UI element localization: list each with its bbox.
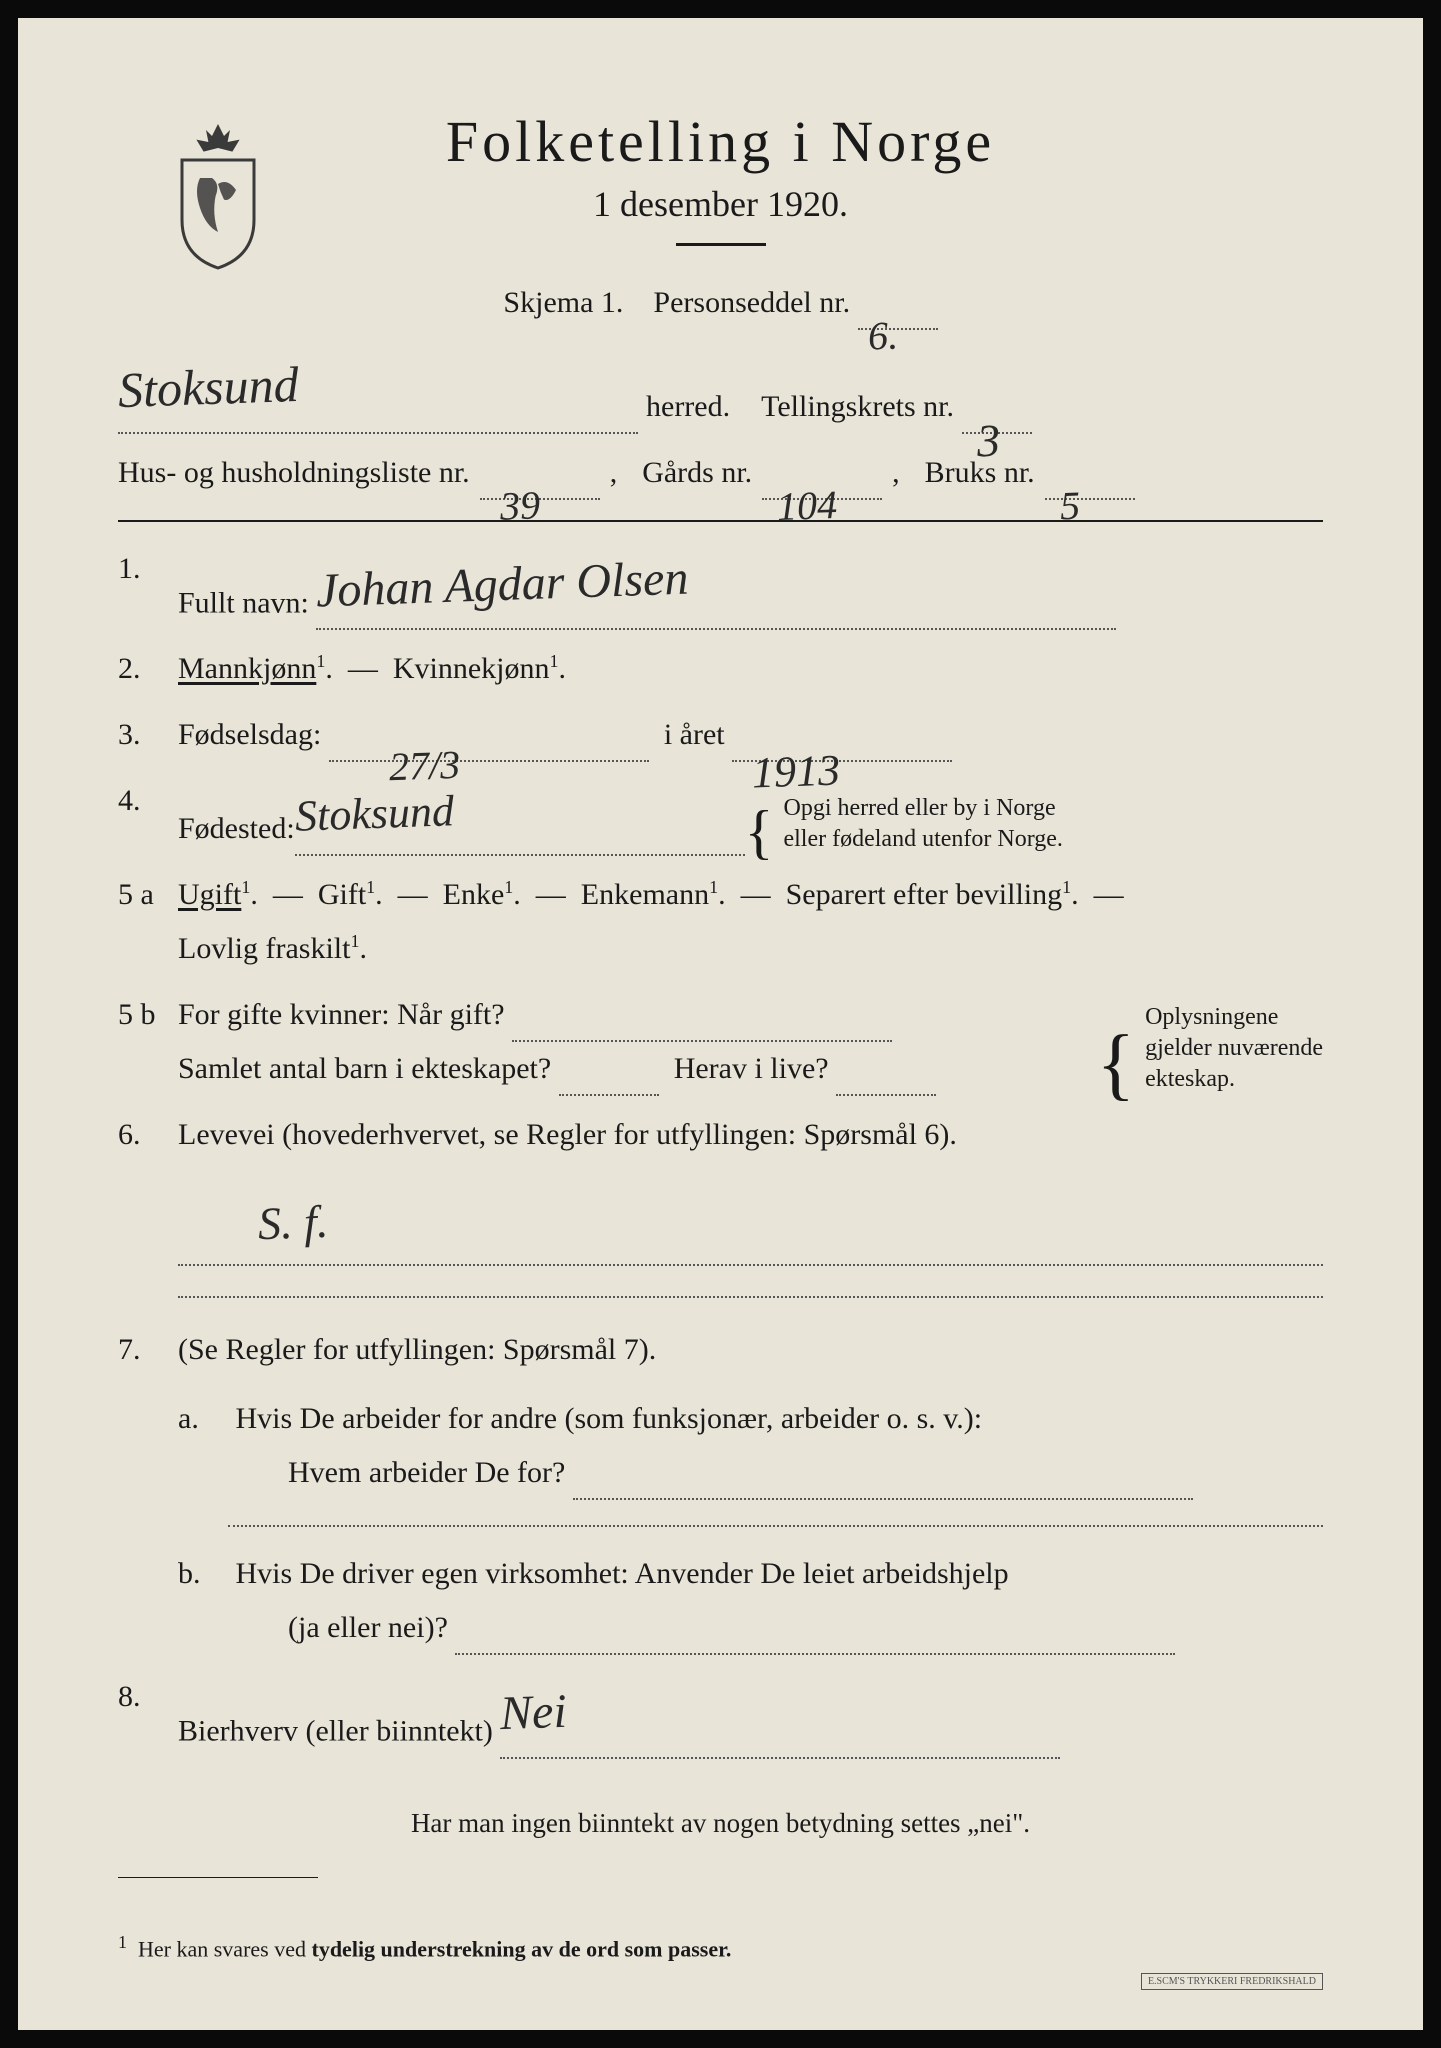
subtitle: 1 desember 1920. — [118, 183, 1323, 225]
q7b-label2: (ja eller nei)? — [288, 1611, 448, 1644]
bottom-note: Har man ingen biinntekt av nogen betydni… — [411, 1808, 1030, 1838]
personseddel-label: Personseddel nr. — [653, 286, 850, 319]
printer-stamp: E.SCM'S TRYKKERI FREDRIKSHALD — [1141, 1973, 1323, 1990]
q5b-label1: For gifte kvinner: Når gift? — [178, 998, 505, 1031]
q5b-label2: Samlet antal barn i ekteskapet? — [178, 1052, 551, 1085]
q6-num: 6. — [118, 1108, 178, 1162]
q1-num: 1. — [118, 542, 178, 596]
q7a-label1: Hvis De arbeider for andre (som funksjon… — [236, 1402, 983, 1435]
form-body: Skjema 1. Personseddel nr. 6. Stoksund h… — [118, 276, 1323, 1969]
q2-row: 2. Mannkjønn1. — Kvinnekjønn1. — [118, 642, 1323, 696]
q7-num: 7. — [118, 1323, 178, 1377]
hus-row: Hus- og husholdningsliste nr. 39 , Gårds… — [118, 446, 1323, 500]
q4-label: Fødested: — [178, 802, 295, 856]
q2-mann: Mannkjønn — [178, 652, 316, 685]
q7a-label2: Hvem arbeider De for? — [288, 1456, 565, 1489]
separator-1 — [118, 520, 1323, 522]
hus-value: 39 — [498, 469, 540, 542]
q8-row: 8. Bierhverv (eller biinntekt) Nei — [118, 1670, 1323, 1758]
bruks-label: Bruks nr. — [925, 446, 1035, 500]
gards-value: 104 — [776, 469, 838, 543]
coat-of-arms-icon — [158, 118, 278, 268]
herred-row: Stoksund herred. Tellingskrets nr. 3 — [118, 342, 1323, 434]
q5a-separert: Separert efter bevilling — [786, 878, 1063, 911]
tellingskrets-label: Tellingskrets nr. — [761, 380, 954, 434]
q7a-num: a. — [178, 1392, 228, 1446]
q8-num: 8. — [118, 1670, 178, 1724]
header: Folketelling i Norge 1 desember 1920. — [118, 108, 1323, 246]
q1-value: Johan Agdar Olsen — [315, 536, 690, 635]
q4-row: 4. Fødested: Stoksund { Opgi herred elle… — [118, 774, 1323, 855]
q7a-row: a. Hvis De arbeider for andre (som funks… — [118, 1392, 1323, 1527]
divider — [676, 243, 766, 246]
gards-label: Gårds nr. — [642, 446, 752, 500]
main-title: Folketelling i Norge — [118, 108, 1323, 175]
q6-label: Levevei (hovederhvervet, se Regler for u… — [178, 1118, 957, 1151]
q5a-row: 5 a Ugift1. — Gift1. — Enke1. — Enkemann… — [118, 868, 1323, 976]
q2-kvinne: Kvinnekjønn — [393, 652, 550, 685]
q3-num: 3. — [118, 708, 178, 762]
q3-year-label: i året — [664, 718, 725, 751]
census-form-page: Folketelling i Norge 1 desember 1920. Sk… — [0, 0, 1441, 2048]
q4-value: Stoksund — [293, 772, 455, 857]
q5a-gift: Gift — [318, 878, 366, 911]
q2-num: 2. — [118, 642, 178, 696]
q7b-num: b. — [178, 1547, 228, 1601]
q3-label: Fødselsdag: — [178, 718, 321, 751]
q8-value: Nei — [499, 1669, 569, 1758]
herred-value: Stoksund — [116, 339, 300, 435]
q6-row: 6. Levevei (hovederhvervet, se Regler fo… — [118, 1108, 1323, 1299]
q7-row: 7. (Se Regler for utfyllingen: Spørsmål … — [118, 1323, 1323, 1377]
footnote-text: Her kan svares ved tydelig understreknin… — [138, 1937, 731, 1962]
skjema-label: Skjema 1. — [503, 286, 623, 319]
q5b-row: 5 b For gifte kvinner: Når gift? Samlet … — [118, 988, 1323, 1096]
q5a-fraskilt: Lovlig fraskilt — [178, 932, 350, 965]
q5b-note: Oplysningene gjelder nuværende ekteskap. — [1145, 1002, 1323, 1096]
footnote: 1 Her kan svares ved tydelig understrekn… — [118, 1918, 1323, 1969]
q7b-label1: Hvis De driver egen virksomhet: Anvender… — [236, 1557, 1009, 1590]
bruks-value: 5 — [1058, 470, 1081, 543]
hus-label: Hus- og husholdningsliste nr. — [118, 446, 470, 500]
herred-label: herred. — [646, 380, 730, 434]
q1-row: 1. Fullt navn: Johan Agdar Olsen — [118, 542, 1323, 630]
q4-num: 4. — [118, 774, 178, 828]
q3-row: 3. Fødselsdag: 27/3 i året 1913 — [118, 708, 1323, 762]
q5a-num: 5 a — [118, 868, 178, 922]
q1-label: Fullt navn: — [178, 586, 309, 619]
footnote-separator — [118, 1877, 318, 1878]
q7-label: (Se Regler for utfyllingen: Spørsmål 7). — [178, 1333, 656, 1366]
q5b-num: 5 b — [118, 988, 178, 1042]
brace-icon: { — [1097, 1032, 1135, 1096]
q8-label: Bierhverv (eller biinntekt) — [178, 1715, 493, 1748]
brace-icon: { — [745, 808, 774, 856]
bottom-note-row: Har man ingen biinntekt av nogen betydni… — [118, 1799, 1323, 1848]
q4-note: Opgi herred eller by i Norge eller fødel… — [783, 793, 1062, 855]
q5b-label3: Herav i live? — [674, 1052, 829, 1085]
q5a-ugift: Ugift — [178, 878, 241, 911]
q5a-enke: Enke — [443, 878, 505, 911]
q7b-row: b. Hvis De driver egen virksomhet: Anven… — [118, 1547, 1323, 1655]
q6-value: S. f. — [257, 1180, 330, 1265]
skjema-row: Skjema 1. Personseddel nr. 6. — [118, 276, 1323, 330]
q5a-enkemann: Enkemann — [581, 878, 709, 911]
